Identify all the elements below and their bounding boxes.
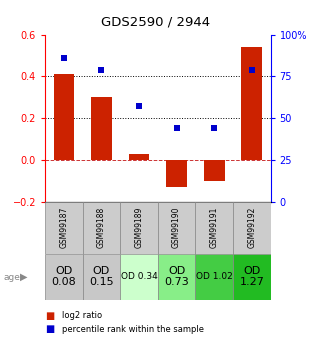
Text: OD 0.34: OD 0.34 bbox=[121, 272, 157, 282]
Text: GSM99190: GSM99190 bbox=[172, 207, 181, 248]
Bar bbox=[233, 254, 271, 300]
Text: GSM99191: GSM99191 bbox=[210, 207, 219, 248]
Text: GSM99188: GSM99188 bbox=[97, 207, 106, 248]
Point bbox=[99, 67, 104, 72]
Text: log2 ratio: log2 ratio bbox=[62, 311, 102, 320]
Bar bbox=[204, 160, 225, 181]
Bar bbox=[166, 160, 187, 187]
Bar bbox=[195, 202, 233, 254]
Bar bbox=[53, 74, 74, 160]
Bar bbox=[158, 254, 195, 300]
Text: OD
1.27: OD 1.27 bbox=[239, 266, 264, 287]
Text: GSM99189: GSM99189 bbox=[135, 207, 144, 248]
Text: OD
0.73: OD 0.73 bbox=[164, 266, 189, 287]
Bar bbox=[129, 154, 149, 160]
Bar bbox=[120, 202, 158, 254]
Bar bbox=[195, 254, 233, 300]
Text: GSM99192: GSM99192 bbox=[247, 207, 256, 248]
Text: GSM99187: GSM99187 bbox=[59, 207, 68, 248]
Text: OD
0.15: OD 0.15 bbox=[89, 266, 114, 287]
Point bbox=[212, 126, 217, 131]
Bar bbox=[233, 202, 271, 254]
Bar bbox=[45, 202, 83, 254]
Text: ■: ■ bbox=[45, 311, 54, 321]
Text: percentile rank within the sample: percentile rank within the sample bbox=[62, 325, 204, 334]
Text: age: age bbox=[3, 273, 20, 282]
Point bbox=[137, 104, 142, 109]
Text: OD 1.02: OD 1.02 bbox=[196, 272, 233, 282]
Bar bbox=[83, 202, 120, 254]
Text: OD
0.08: OD 0.08 bbox=[52, 266, 76, 287]
Point bbox=[61, 55, 66, 61]
Bar bbox=[91, 97, 112, 160]
Text: ■: ■ bbox=[45, 325, 54, 334]
Bar bbox=[158, 202, 195, 254]
Bar bbox=[120, 254, 158, 300]
Bar bbox=[241, 47, 262, 160]
Text: ▶: ▶ bbox=[20, 272, 28, 282]
Text: GDS2590 / 2944: GDS2590 / 2944 bbox=[101, 16, 210, 29]
Bar bbox=[83, 254, 120, 300]
Bar bbox=[45, 254, 83, 300]
Point bbox=[249, 67, 254, 72]
Point bbox=[174, 126, 179, 131]
